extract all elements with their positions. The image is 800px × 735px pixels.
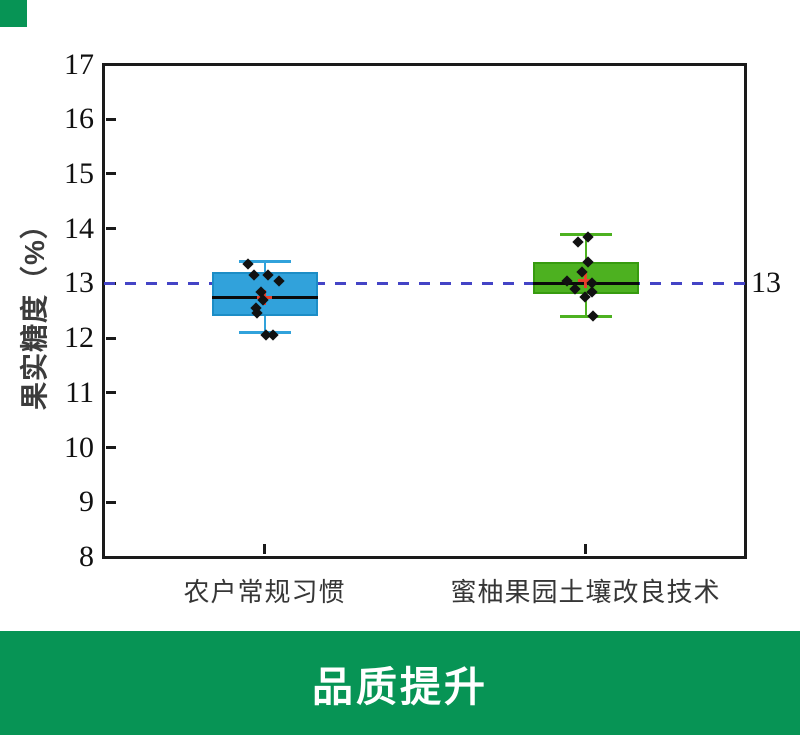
x-category-label: 蜜柚果园土壤改良技术 — [450, 577, 721, 607]
whisker-line — [263, 316, 266, 333]
x-tick-mark — [584, 544, 587, 554]
y-tick-mark — [106, 446, 116, 450]
whisker-line — [584, 294, 587, 317]
y-tick-label: 14 — [64, 211, 94, 245]
whisker-line — [584, 234, 587, 262]
y-tick-label: 8 — [79, 540, 94, 573]
y-tick-label: 11 — [65, 375, 94, 409]
y-tick-mark — [106, 172, 116, 176]
y-tick-mark — [106, 391, 116, 395]
whisker-line — [263, 261, 266, 273]
reference-line-label: 13 — [751, 266, 781, 300]
y-tick-label: 16 — [64, 102, 94, 136]
banner-label: 品质提升 — [312, 664, 488, 710]
x-tick-mark — [263, 544, 266, 554]
y-tick-mark — [106, 227, 116, 231]
bottom-banner: 品质提升 — [0, 631, 800, 735]
y-tick-label: 15 — [64, 156, 94, 190]
reference-line — [104, 281, 746, 285]
whisker-cap — [238, 260, 291, 263]
y-tick-mark — [106, 117, 116, 121]
y-tick-mark — [106, 336, 116, 340]
whisker-cap — [559, 314, 612, 318]
y-tick-label: 13 — [64, 266, 94, 300]
y-tick-label: 10 — [64, 430, 94, 464]
y-tick-label: 17 — [64, 47, 94, 81]
corner-marker — [0, 0, 27, 27]
y-tick-mark — [106, 500, 116, 504]
boxplot-chart: 果实糖度（%） 13 8 9 10 11 12 13 14 15 16 17 农户常规习惯 蜜柚果园土… — [19, 47, 781, 608]
mean-marker — [584, 273, 587, 289]
y-tick-label: 12 — [64, 321, 94, 355]
x-category-label: 农户常规习惯 — [183, 577, 346, 607]
plot-frame — [102, 63, 747, 559]
y-tick-label: 9 — [79, 485, 94, 519]
